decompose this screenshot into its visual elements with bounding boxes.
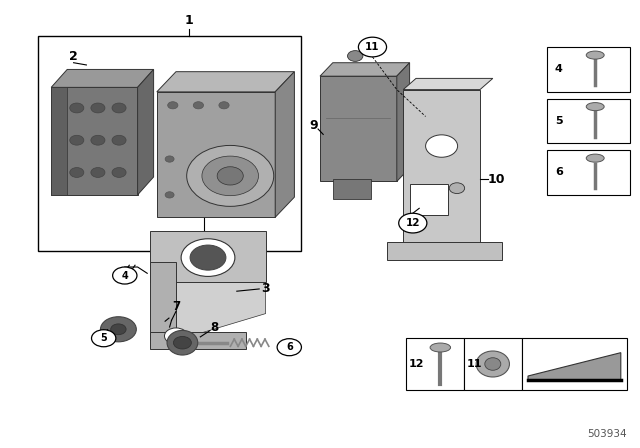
Polygon shape <box>51 69 154 87</box>
Circle shape <box>92 330 116 347</box>
Bar <box>547 47 630 92</box>
Bar <box>320 76 397 181</box>
Circle shape <box>100 317 136 342</box>
Ellipse shape <box>476 351 509 377</box>
Text: 11: 11 <box>467 359 482 369</box>
Ellipse shape <box>485 358 501 370</box>
Circle shape <box>70 103 84 113</box>
Circle shape <box>348 51 363 61</box>
Bar <box>410 184 448 215</box>
Bar <box>464 338 522 390</box>
Circle shape <box>91 135 105 145</box>
Circle shape <box>70 168 84 177</box>
Circle shape <box>112 103 126 113</box>
Bar <box>403 90 480 251</box>
Text: 12: 12 <box>406 218 420 228</box>
Circle shape <box>113 267 137 284</box>
Circle shape <box>112 168 126 177</box>
Bar <box>547 150 630 195</box>
Text: 6: 6 <box>555 168 563 177</box>
Bar <box>150 262 176 340</box>
Bar <box>157 92 275 217</box>
Text: 3: 3 <box>261 282 270 296</box>
Bar <box>547 99 630 143</box>
Bar <box>406 338 464 390</box>
Text: 10: 10 <box>487 172 505 186</box>
Polygon shape <box>157 72 294 92</box>
Polygon shape <box>138 69 154 195</box>
Ellipse shape <box>167 331 198 355</box>
Bar <box>51 87 67 195</box>
Text: 5: 5 <box>100 333 107 343</box>
Ellipse shape <box>586 103 604 111</box>
Circle shape <box>165 156 174 162</box>
Polygon shape <box>176 282 266 340</box>
Text: 2: 2 <box>69 49 78 63</box>
Text: 12: 12 <box>409 359 424 369</box>
Circle shape <box>164 328 188 344</box>
Bar <box>522 338 627 390</box>
Circle shape <box>91 103 105 113</box>
Polygon shape <box>275 72 294 217</box>
Circle shape <box>358 37 387 57</box>
Circle shape <box>187 146 274 207</box>
Bar <box>333 179 371 199</box>
Circle shape <box>168 102 178 109</box>
Bar <box>51 87 138 195</box>
Circle shape <box>399 213 427 233</box>
Bar <box>38 36 301 251</box>
Text: 8: 8 <box>211 321 218 335</box>
Circle shape <box>173 336 191 349</box>
Text: 503934: 503934 <box>588 429 627 439</box>
Circle shape <box>91 168 105 177</box>
Bar <box>150 231 266 282</box>
Circle shape <box>193 102 204 109</box>
Text: 1: 1 <box>184 13 193 27</box>
Ellipse shape <box>586 51 604 59</box>
Text: 5: 5 <box>555 116 563 126</box>
Circle shape <box>181 239 235 276</box>
Circle shape <box>426 135 458 157</box>
Circle shape <box>449 183 465 194</box>
Circle shape <box>70 135 84 145</box>
Text: 4: 4 <box>122 271 128 280</box>
Circle shape <box>111 324 126 335</box>
Text: 9: 9 <box>309 119 318 132</box>
Text: 6: 6 <box>286 342 292 352</box>
Text: 7: 7 <box>172 300 180 314</box>
Circle shape <box>112 135 126 145</box>
Circle shape <box>190 245 226 270</box>
Ellipse shape <box>586 154 604 162</box>
Circle shape <box>277 339 301 356</box>
Bar <box>150 332 246 349</box>
Text: 11: 11 <box>365 42 380 52</box>
Ellipse shape <box>430 343 451 352</box>
Circle shape <box>217 167 243 185</box>
Polygon shape <box>528 353 621 380</box>
Circle shape <box>202 156 259 196</box>
Circle shape <box>219 102 229 109</box>
Circle shape <box>165 192 174 198</box>
Polygon shape <box>403 78 493 90</box>
Polygon shape <box>320 63 410 76</box>
Text: 4: 4 <box>555 65 563 74</box>
Polygon shape <box>397 63 410 181</box>
Bar <box>387 242 502 260</box>
